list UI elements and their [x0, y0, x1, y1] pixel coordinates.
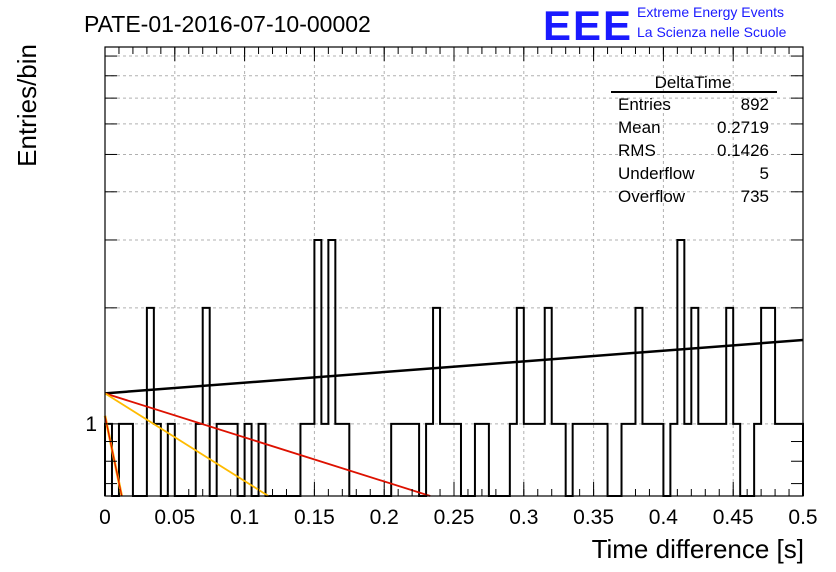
stats-label-entries: Entries — [618, 95, 671, 114]
stats-label-rms: RMS — [618, 141, 656, 160]
x-tick-label: 0.25 — [434, 506, 475, 529]
x-tick-label: 0.1 — [230, 506, 259, 529]
stats-label-mean: Mean — [618, 118, 661, 137]
x-tick-label: 0.3 — [509, 506, 538, 529]
x-tick-label: 0.35 — [573, 506, 614, 529]
histogram — [104, 238, 804, 497]
stats-value-underflow: 5 — [760, 164, 769, 183]
stats-value-overflow: 735 — [741, 187, 769, 206]
fit-line-orange — [104, 392, 269, 497]
x-tick-label: 0.05 — [154, 506, 195, 529]
eee-logo: EEE — [543, 2, 633, 49]
x-tick-label: 0.15 — [294, 506, 335, 529]
x-tick-label: 0.45 — [713, 506, 754, 529]
stats-value-entries: 892 — [741, 95, 769, 114]
x-tick-label: 0.2 — [370, 506, 399, 529]
run-title: PATE-01-2016-07-10-00002 — [84, 11, 371, 37]
fit-lines — [103, 338, 804, 497]
x-tick-label: 0.4 — [649, 506, 679, 529]
logo-line-1: Extreme Energy Events — [637, 4, 784, 20]
fit-line-red — [104, 392, 431, 497]
x-axis-label: Time difference [s] — [592, 534, 804, 564]
fit-line-black — [104, 338, 804, 395]
y-tick-label: 1 — [85, 413, 97, 436]
stats-title: DeltaTime — [655, 73, 732, 92]
fit-line-red-overlay — [104, 415, 123, 497]
stats-box: DeltaTime Entries 892 Mean 0.2719 RMS 0.1426 U… — [611, 73, 777, 206]
stats-label-overflow: Overflow — [618, 187, 686, 206]
x-tick-label: 0 — [99, 506, 111, 529]
grid — [105, 47, 803, 496]
tick-labels: 0 0.05 0.1 0.15 0.2 0.25 0.3 0.35 0.4 0.45 0.5 1 — [85, 413, 817, 529]
logo-line-2: La Scienza nelle Scuole — [637, 24, 787, 40]
stats-value-mean: 0.2719 — [717, 118, 769, 137]
stats-value-rms: 0.1426 — [717, 141, 769, 160]
y-axis-label: Entries/bin — [12, 44, 42, 167]
stats-label-underflow: Underflow — [618, 164, 695, 183]
axis-ticks — [104, 47, 804, 496]
x-tick-label: 0.5 — [788, 506, 817, 529]
histogram-steps — [104, 238, 804, 497]
